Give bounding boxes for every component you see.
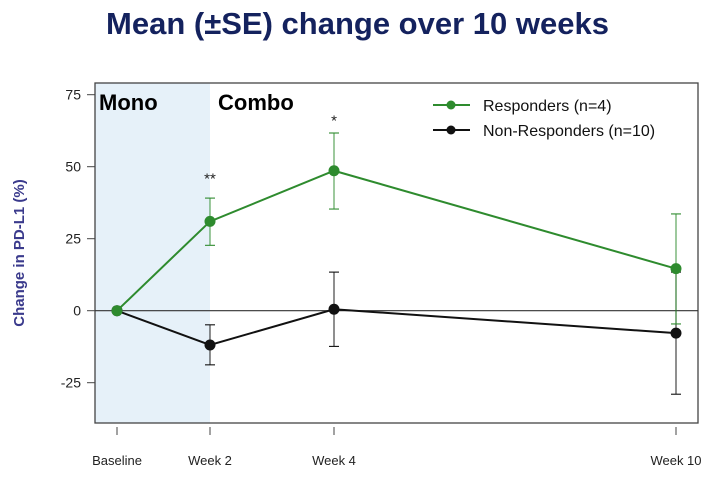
legend-label: Non-Responders (n=10) — [483, 123, 655, 140]
series-line-0 — [116, 169, 677, 312]
legend-label: Responders (n=4) — [483, 98, 612, 115]
chart-title: Mean (±SE) change over 10 weeks — [106, 6, 609, 41]
data-point — [204, 339, 216, 351]
data-point — [328, 303, 340, 315]
significance-marker: * — [331, 113, 337, 130]
data-point — [328, 165, 340, 177]
data-point — [111, 305, 123, 317]
y-tick-label: -25 — [61, 375, 81, 391]
x-tick-label: Week 2 — [188, 453, 232, 468]
legend-marker — [446, 100, 456, 110]
x-tick-label: Week 10 — [650, 453, 701, 468]
x-tick-label: Week 4 — [312, 453, 356, 468]
data-point — [204, 215, 216, 227]
data-point — [670, 263, 682, 275]
data-point — [670, 327, 682, 339]
y-tick-label: 75 — [65, 87, 81, 103]
phase-label-combo: Combo — [218, 90, 294, 115]
significance-marker: ** — [204, 170, 216, 187]
y-tick-label: 50 — [65, 159, 81, 175]
series-line-1 — [116, 308, 677, 347]
x-tick-label: Baseline — [92, 453, 142, 468]
phase-label-mono: Mono — [99, 90, 158, 115]
y-tick-label: 25 — [65, 231, 81, 247]
plot-frame — [94, 82, 699, 424]
legend-marker — [446, 125, 456, 135]
mono-phase-shading — [95, 83, 210, 423]
y-tick-label: 0 — [73, 303, 81, 319]
y-axis-label: Change in PD-L1 (%) — [11, 179, 28, 327]
